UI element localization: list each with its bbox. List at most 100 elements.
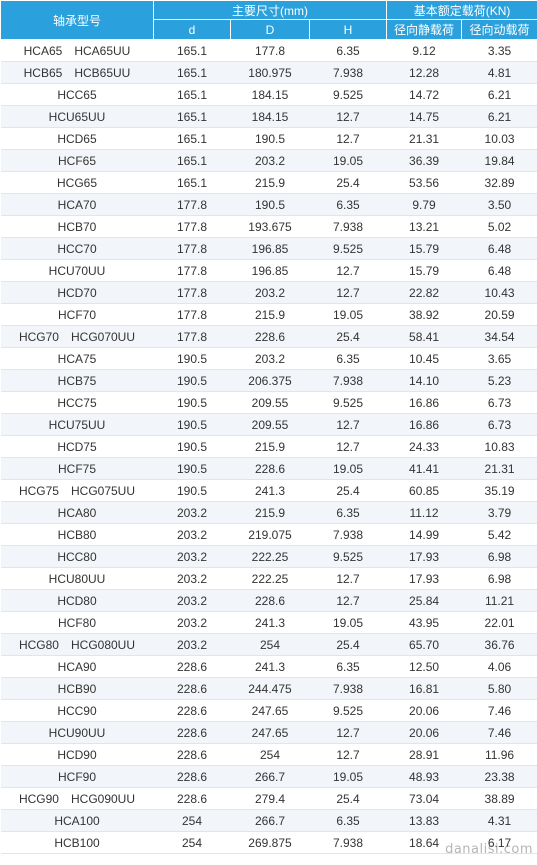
cell-d: 203.2	[153, 567, 231, 590]
cell-dynamic-load: 35.19	[461, 479, 537, 502]
cell-model: HCU70UU	[0, 259, 154, 282]
cell-dynamic-load: 6.17	[461, 831, 537, 854]
cell-D: 247.65	[230, 721, 310, 744]
cell-d: 177.8	[153, 237, 231, 260]
table-row: HCB100 254 269.875 7.938 18.64 6.17	[0, 831, 537, 854]
cell-D: 228.6	[230, 589, 310, 612]
watermark: danalisi.com	[445, 842, 533, 857]
table-row: HCG80 HCG080UU 203.2 254 25.4 65.70 36.76	[0, 633, 537, 656]
cell-dynamic-load: 6.48	[461, 259, 537, 282]
cell-dynamic-load: 11.21	[461, 589, 537, 612]
cell-model: HCC70	[0, 237, 154, 260]
cell-d: 165.1	[153, 127, 231, 150]
cell-model: HCU65UU	[0, 105, 154, 128]
cell-static-load: 12.50	[386, 655, 462, 678]
cell-model: HCG90 HCG090UU	[0, 787, 154, 810]
table-row: HCU75UU 190.5 209.55 12.7 16.86 6.73	[0, 413, 537, 436]
cell-H: 9.525	[309, 545, 387, 568]
cell-static-load: 18.64	[386, 831, 462, 854]
cell-dynamic-load: 5.23	[461, 369, 537, 392]
cell-d: 177.8	[153, 303, 231, 326]
cell-static-load: 17.93	[386, 567, 462, 590]
table-row: HCB70 177.8 193.675 7.938 13.21 5.02	[0, 215, 537, 238]
cell-model: HCU90UU	[0, 721, 154, 744]
cell-H: 7.938	[309, 523, 387, 546]
header-dynamic-load: 径向动载荷	[461, 19, 537, 40]
cell-D: 244.475	[230, 677, 310, 700]
cell-static-load: 60.85	[386, 479, 462, 502]
cell-static-load: 21.31	[386, 127, 462, 150]
cell-D: 215.9	[230, 303, 310, 326]
cell-D: 180.975	[230, 61, 310, 84]
cell-static-load: 25.84	[386, 589, 462, 612]
cell-d: 203.2	[153, 501, 231, 524]
cell-model: HCU80UU	[0, 567, 154, 590]
cell-D: 209.55	[230, 413, 310, 436]
cell-dynamic-load: 5.02	[461, 215, 537, 238]
cell-H: 7.938	[309, 369, 387, 392]
table-row: HCD70 177.8 203.2 12.7 22.82 10.43	[0, 281, 537, 304]
cell-D: 219.075	[230, 523, 310, 546]
cell-static-load: 9.12	[386, 39, 462, 62]
cell-static-load: 10.45	[386, 347, 462, 370]
cell-D: 177.8	[230, 39, 310, 62]
cell-model: HCG80 HCG080UU	[0, 633, 154, 656]
table-row: HCF70 177.8 215.9 19.05 38.92 20.59	[0, 303, 537, 326]
table-body: HCA65 HCA65UU 165.1 177.8 6.35 9.12 3.35 HCB65…	[0, 39, 537, 854]
table-row: HCC70 177.8 196.85 9.525 15.79 6.48	[0, 237, 537, 260]
cell-dynamic-load: 4.31	[461, 809, 537, 832]
cell-dynamic-load: 6.73	[461, 413, 537, 436]
cell-d: 228.6	[153, 655, 231, 678]
cell-d: 228.6	[153, 677, 231, 700]
cell-D: 190.5	[230, 127, 310, 150]
cell-D: 254	[230, 633, 310, 656]
cell-static-load: 14.72	[386, 83, 462, 106]
cell-H: 12.7	[309, 127, 387, 150]
cell-D: 190.5	[230, 193, 310, 216]
cell-model: HCG70 HCG070UU	[0, 325, 154, 348]
cell-model: HCD80	[0, 589, 154, 612]
cell-static-load: 24.33	[386, 435, 462, 458]
cell-D: 184.15	[230, 83, 310, 106]
cell-model: HCF75	[0, 457, 154, 480]
cell-d: 190.5	[153, 369, 231, 392]
cell-dynamic-load: 23.38	[461, 765, 537, 788]
cell-H: 7.938	[309, 831, 387, 854]
cell-static-load: 16.81	[386, 677, 462, 700]
cell-model: HCB70	[0, 215, 154, 238]
cell-model: HCB80	[0, 523, 154, 546]
cell-D: 254	[230, 743, 310, 766]
cell-static-load: 13.83	[386, 809, 462, 832]
cell-model: HCC65	[0, 83, 154, 106]
cell-d: 177.8	[153, 325, 231, 348]
header-D: D	[230, 19, 310, 40]
cell-dynamic-load: 5.42	[461, 523, 537, 546]
cell-dynamic-load: 10.03	[461, 127, 537, 150]
table-row: HCA100 254 266.7 6.35 13.83 4.31	[0, 809, 537, 832]
cell-H: 6.35	[309, 193, 387, 216]
cell-H: 12.7	[309, 105, 387, 128]
cell-static-load: 38.92	[386, 303, 462, 326]
cell-H: 9.525	[309, 83, 387, 106]
table-row: HCG70 HCG070UU 177.8 228.6 25.4 58.41 34.54	[0, 325, 537, 348]
cell-dynamic-load: 3.35	[461, 39, 537, 62]
cell-H: 6.35	[309, 501, 387, 524]
cell-model: HCD65	[0, 127, 154, 150]
cell-H: 19.05	[309, 303, 387, 326]
cell-D: 222.25	[230, 567, 310, 590]
cell-d: 165.1	[153, 61, 231, 84]
cell-dynamic-load: 6.21	[461, 83, 537, 106]
cell-D: 206.375	[230, 369, 310, 392]
cell-d: 165.1	[153, 83, 231, 106]
cell-d: 177.8	[153, 281, 231, 304]
cell-D: 184.15	[230, 105, 310, 128]
cell-static-load: 43.95	[386, 611, 462, 634]
table-row: HCD80 203.2 228.6 12.7 25.84 11.21	[0, 589, 537, 612]
cell-H: 25.4	[309, 633, 387, 656]
table-header: 轴承型号 主要尺寸(mm) 基本额定载荷(KN) d D H 径向静载荷 径向动…	[0, 0, 537, 40]
cell-model: HCB90	[0, 677, 154, 700]
table-row: HCB65 HCB65UU 165.1 180.975 7.938 12.28 4.81	[0, 61, 537, 84]
cell-d: 203.2	[153, 545, 231, 568]
cell-d: 203.2	[153, 589, 231, 612]
